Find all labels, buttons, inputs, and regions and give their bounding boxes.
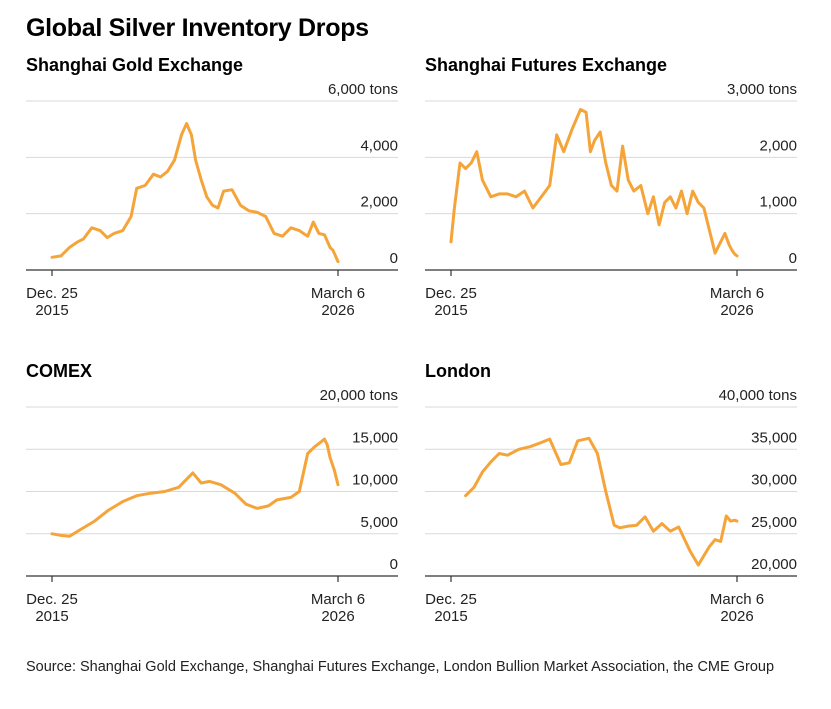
x-tick-label: Dec. 25 bbox=[26, 591, 78, 608]
y-tick-label: 15,000 bbox=[352, 429, 398, 446]
x-tick-label: March 6 bbox=[710, 285, 764, 302]
x-tick-label: March 6 bbox=[311, 591, 365, 608]
chart-shanghai-futures-exchange: Shanghai Futures Exchange 0 1,000 2,000 3,0… bbox=[425, 55, 815, 319]
x-tick-label: 2026 bbox=[720, 302, 753, 319]
page-title: Global Silver Inventory Drops bbox=[26, 14, 369, 42]
x-tick-label: 2026 bbox=[321, 608, 354, 625]
x-tick-label: March 6 bbox=[311, 285, 365, 302]
y-tick-label: 6,000 tons bbox=[328, 81, 398, 98]
series-line bbox=[50, 437, 340, 538]
series-line bbox=[50, 122, 340, 264]
source-note: Source: Shanghai Gold Exchange, Shanghai… bbox=[26, 659, 775, 675]
y-tick-label: 25,000 bbox=[751, 514, 797, 531]
y-tick-label: 3,000 tons bbox=[727, 81, 797, 98]
y-tick-label: 4,000 bbox=[360, 137, 398, 154]
chart-title: Shanghai Futures Exchange bbox=[425, 55, 668, 75]
x-tick-label: Dec. 25 bbox=[425, 285, 477, 302]
x-tick-label: 2015 bbox=[35, 302, 68, 319]
x-tick-label: 2015 bbox=[35, 608, 68, 625]
y-tick-label: 40,000 tons bbox=[719, 387, 797, 404]
chart-title: COMEX bbox=[26, 361, 93, 381]
y-tick-label: 1,000 bbox=[759, 194, 797, 211]
chart-title: Shanghai Gold Exchange bbox=[26, 55, 244, 75]
y-tick-label: 5,000 bbox=[360, 514, 398, 531]
y-tick-label: 30,000 bbox=[751, 472, 797, 489]
y-tick-label: 2,000 bbox=[759, 137, 797, 154]
y-tick-label: 0 bbox=[390, 250, 398, 267]
y-tick-label: 2,000 bbox=[360, 194, 398, 211]
chart-shanghai-gold-exchange: Shanghai Gold Exchange 0 2,000 4,000 6,000 … bbox=[26, 55, 416, 319]
x-tick-label: 2015 bbox=[434, 302, 467, 319]
y-tick-label: 0 bbox=[390, 556, 398, 573]
chart-plot: 0 5,000 10,000 15,000 20,000 tons Dec. 252015… bbox=[26, 387, 398, 625]
x-tick-label: Dec. 25 bbox=[26, 285, 78, 302]
chart-comex: COMEX 0 5,000 10,000 15,000 20,000 tons Dec. … bbox=[26, 361, 416, 625]
chart-title: London bbox=[425, 361, 491, 381]
chart-london: London 20,000 25,000 30,000 35,000 40,000 to… bbox=[425, 361, 815, 625]
y-tick-label: 20,000 tons bbox=[320, 387, 398, 404]
chart-plot: 20,000 25,000 30,000 35,000 40,000 tons Dec. … bbox=[425, 387, 797, 625]
y-tick-label: 0 bbox=[789, 250, 797, 267]
y-tick-label: 20,000 bbox=[751, 556, 797, 573]
x-tick-label: 2026 bbox=[321, 302, 354, 319]
x-tick-label: Dec. 25 bbox=[425, 591, 477, 608]
y-tick-label: 10,000 bbox=[352, 472, 398, 489]
series-line bbox=[464, 436, 739, 567]
x-tick-label: 2015 bbox=[434, 608, 467, 625]
x-tick-label: March 6 bbox=[710, 591, 764, 608]
series-line bbox=[449, 108, 739, 258]
x-tick-label: 2026 bbox=[720, 608, 753, 625]
y-tick-label: 35,000 bbox=[751, 429, 797, 446]
